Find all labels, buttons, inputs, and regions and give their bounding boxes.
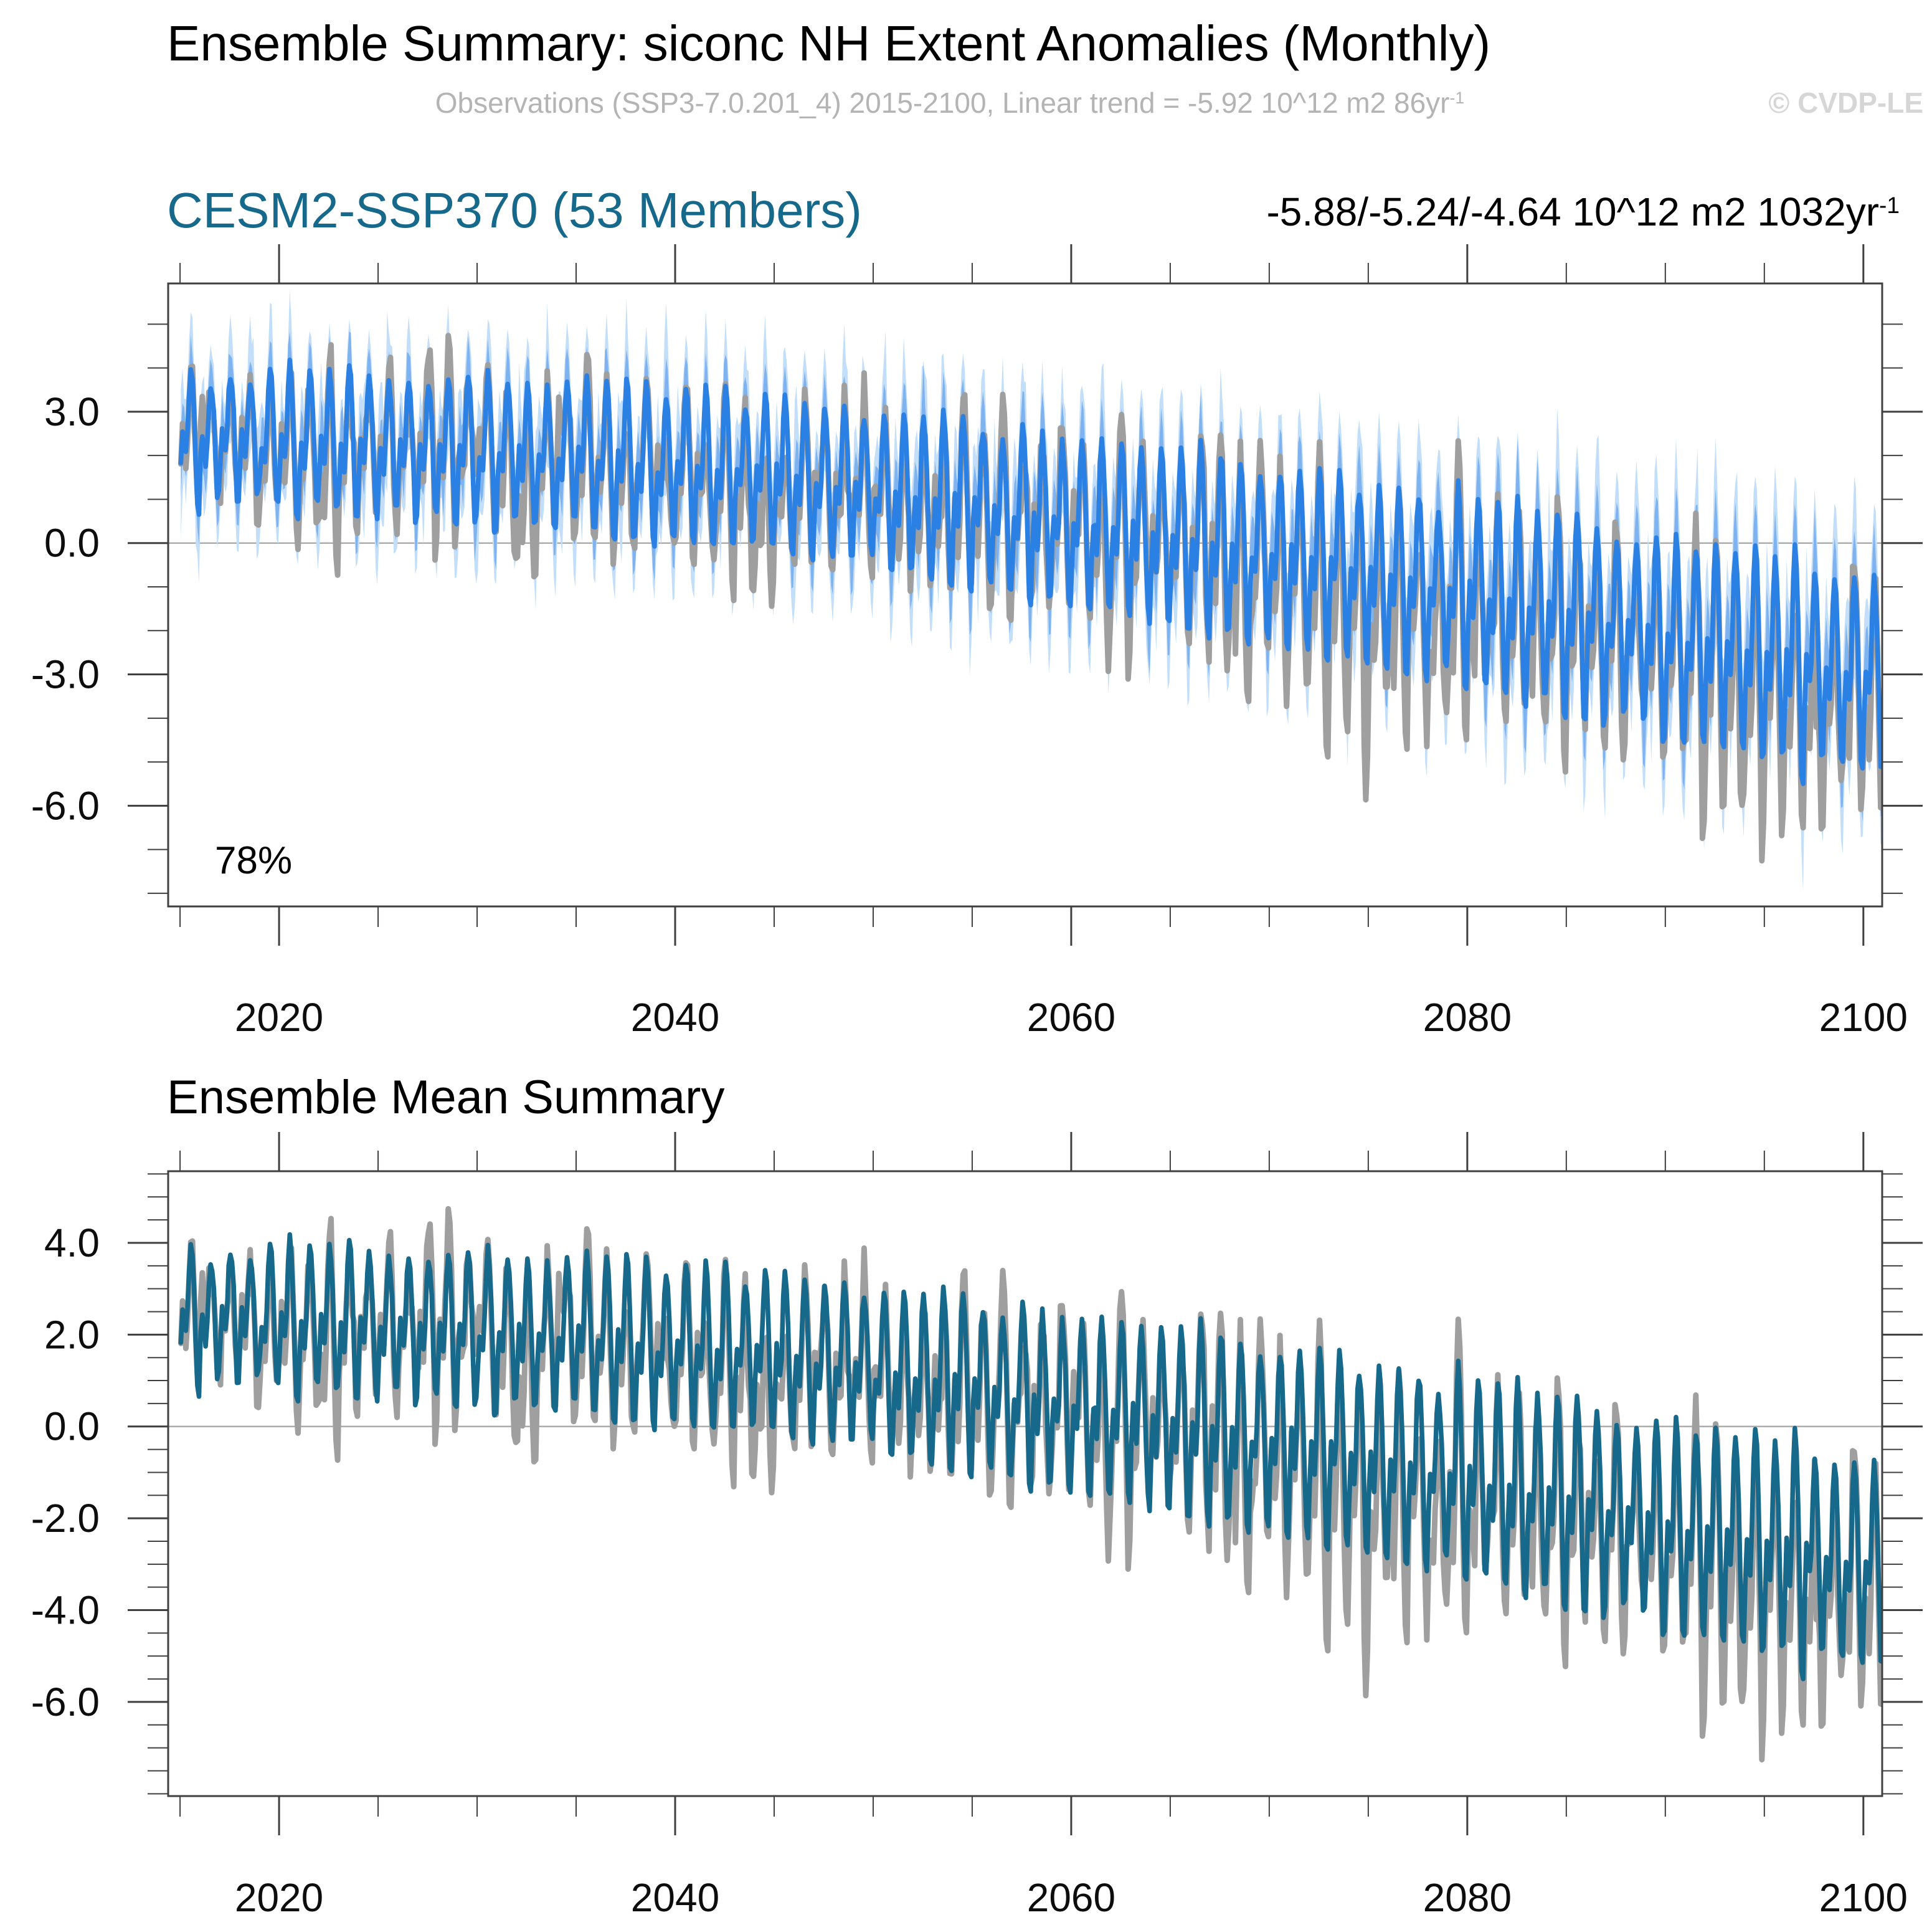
ensemble-summary-plot-area <box>168 290 1882 891</box>
ensemble-summary-panel: 3.0 0.0 -3.0 -6.0 2020 2040 2060 2080 2100 78% <box>31 244 1923 1040</box>
x-axis-tick-label: 2080 <box>1423 995 1512 1040</box>
x-axis-tick-label: 2020 <box>235 1875 323 1920</box>
ensemble-trend-values: -5.88/-5.24/-4.64 10^12 m2 1032yr-1 <box>1266 192 1900 232</box>
y-axis-tick-label: -6.0 <box>31 783 100 828</box>
y-axis-tick-label: -6.0 <box>31 1680 100 1724</box>
observations-subtitle: Observations (SSP3-7.0.201_4) 2015-2100,… <box>168 88 1731 117</box>
x-axis-tick-label: 2060 <box>1027 1875 1115 1920</box>
ensemble-mean-summary-panel: 4.0 2.0 0.0 -2.0 -4.0 -6.0 2020 2040 2060 2080 210… <box>31 1132 1923 1920</box>
agreement-percentage-annotation: 78% <box>215 839 292 882</box>
x-axis-tick-label: 2100 <box>1819 995 1908 1040</box>
ensemble-mean-summary-plot-area <box>168 1205 1882 1762</box>
y-axis-tick-label: 0.0 <box>44 1404 100 1449</box>
x-axis-tick-label: 2080 <box>1423 1875 1512 1920</box>
y-axis-tick-label: -2.0 <box>31 1496 100 1541</box>
y-axis-tick-label: 2.0 <box>44 1312 100 1357</box>
plot-frame <box>167 282 1883 908</box>
ensemble-mean-line <box>178 1232 1882 1681</box>
x-axis-tick-label: 2040 <box>631 995 719 1040</box>
x-axis-tick-label: 2060 <box>1027 995 1115 1040</box>
trend-superscript: -1 <box>1879 191 1900 218</box>
ensemble-mean-summary-title: Ensemble Mean Summary <box>167 1071 725 1124</box>
y-axis-tick-label: 0.0 <box>44 521 100 566</box>
ensemble-trend-text: -5.88/-5.24/-4.64 10^12 m2 1032yr <box>1266 189 1879 234</box>
plot-frame <box>167 1170 1883 1797</box>
page-title: Ensemble Summary: siconc NH Extent Anoma… <box>167 16 1491 71</box>
cvdp-watermark: © CVDP-LE <box>1768 87 1923 119</box>
observations-subtitle-text: Observations (SSP3-7.0.201_4) 2015-2100,… <box>435 87 1450 119</box>
x-axis-tick-label: 2020 <box>235 995 323 1040</box>
y-axis-tick-label: 4.0 <box>44 1220 100 1265</box>
ensemble-mean-line <box>178 358 1882 786</box>
model-ensemble-label: CESM2-SSP370 (53 Members) <box>167 183 862 238</box>
y-axis-tick-label: -3.0 <box>31 652 100 697</box>
subtitle-superscript: -1 <box>1449 88 1465 108</box>
y-axis-tick-label: 3.0 <box>44 389 100 434</box>
x-axis-tick-label: 2100 <box>1819 1875 1908 1920</box>
x-axis-tick-label: 2040 <box>631 1875 719 1920</box>
y-axis-tick-label: -4.0 <box>31 1588 100 1633</box>
